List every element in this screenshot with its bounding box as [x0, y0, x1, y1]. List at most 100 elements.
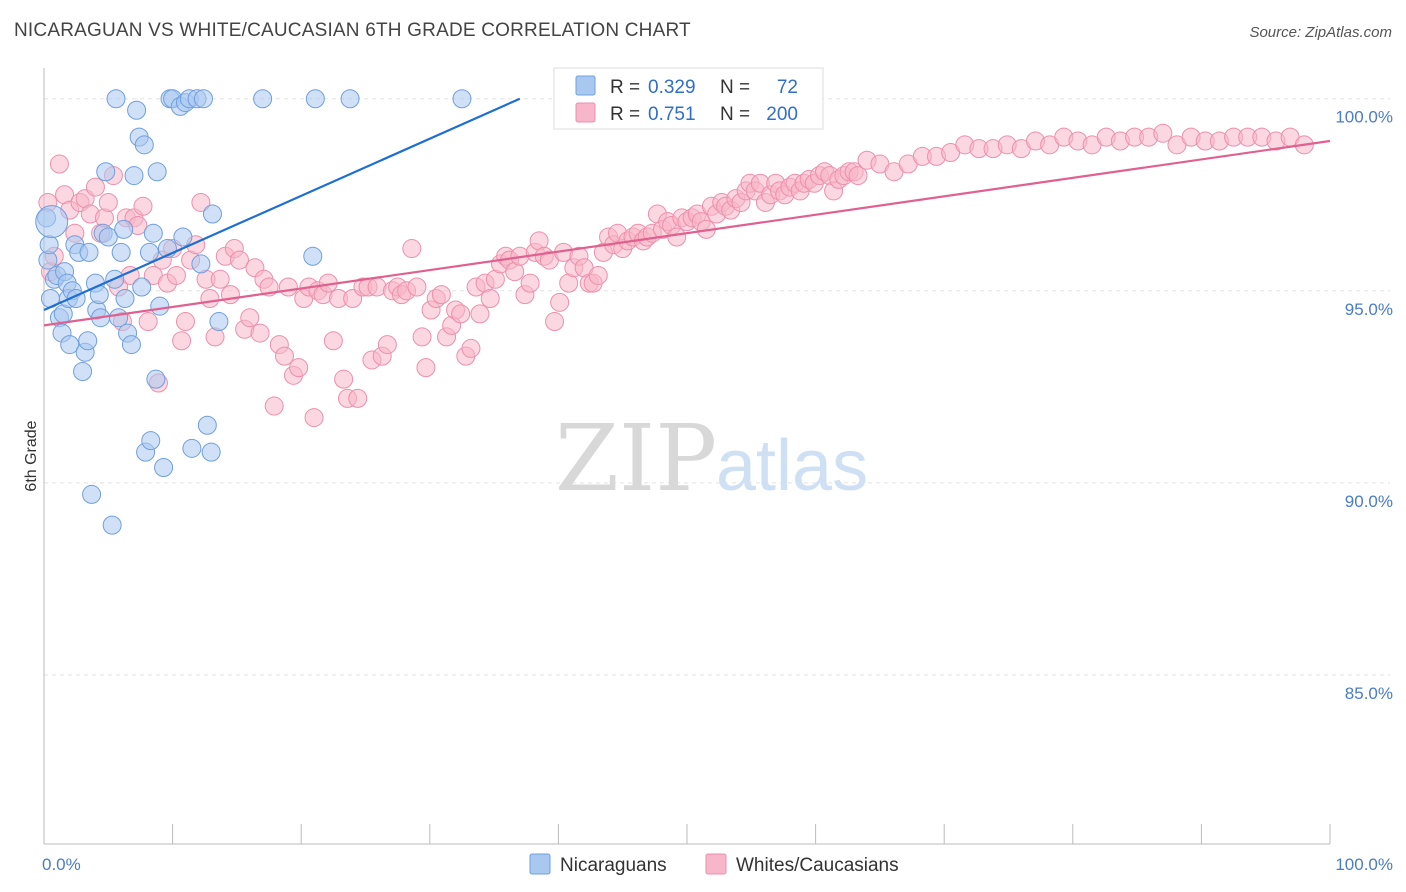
point-nicaraguans-42 [134, 135, 154, 155]
point-whites-caucasians-21 [133, 196, 153, 216]
point-whites-caucasians-37 [210, 269, 230, 289]
point-nicaraguans-45 [141, 431, 161, 451]
x-tick-label-max: 100.0% [1335, 855, 1393, 874]
y-tick-label-1: 95.0% [1345, 300, 1393, 319]
point-whites-caucasians-50 [274, 346, 294, 366]
point-nicaraguans-71 [35, 205, 69, 239]
point-whites-caucasians-48 [264, 396, 284, 416]
bottom-legend-swatch-nicaraguans [529, 853, 551, 875]
point-nicaraguans-49 [150, 296, 170, 316]
point-whites-caucasians-130 [667, 227, 687, 247]
bottom-legend-swatch-whites-caucasians [705, 853, 727, 875]
point-whites-caucasians-22 [138, 312, 158, 332]
point-nicaraguans-28 [98, 227, 118, 247]
series-whites-caucasians [38, 123, 1314, 428]
point-nicaraguans-2 [39, 235, 59, 255]
watermark-atlas: atlas [716, 426, 868, 506]
trend-lines [43, 97, 1331, 327]
legend-swatch-whites-caucasians [575, 102, 596, 123]
legend-n-value-2: 200 [766, 104, 798, 125]
point-whites-caucasians-82 [431, 285, 451, 305]
point-whites-caucasians-43 [240, 308, 260, 328]
point-nicaraguans-21 [82, 484, 102, 504]
point-whites-caucasians-71 [377, 335, 397, 355]
point-nicaraguans-12 [60, 335, 80, 355]
series-legend: Nicaraguans Whites/Caucasians [529, 853, 899, 876]
point-nicaraguans-33 [111, 242, 131, 262]
point-nicaraguans-50 [154, 458, 174, 478]
chart-title: NICARAGUAN VS WHITE/CAUCASIAN 6TH GRADE … [14, 20, 691, 41]
point-whites-caucasians-51 [278, 277, 298, 297]
point-whites-caucasians-76 [402, 239, 422, 259]
point-nicaraguans-65 [209, 312, 229, 332]
chart-source: Source: ZipAtlas.com [1249, 24, 1392, 41]
point-nicaraguans-29 [102, 515, 122, 535]
legend-n-value-1: 72 [777, 77, 798, 98]
point-nicaraguans-60 [191, 254, 211, 274]
point-whites-caucasians-10 [85, 177, 105, 197]
x-ticks [43, 824, 1331, 844]
y-axis-label: 6th Grade [23, 420, 40, 491]
point-nicaraguans-27 [96, 162, 116, 182]
point-nicaraguans-46 [143, 223, 163, 243]
point-nicaraguans-67 [303, 246, 323, 266]
point-nicaraguans-58 [182, 438, 202, 458]
point-nicaraguans-41 [132, 277, 152, 297]
point-whites-caucasians-60 [323, 331, 343, 351]
point-whites-caucasians-30 [175, 312, 195, 332]
point-nicaraguans-34 [114, 219, 134, 239]
point-whites-caucasians-13 [98, 192, 118, 212]
legend-r-value-1: 0.329 [648, 77, 696, 98]
point-whites-caucasians-79 [416, 358, 436, 378]
point-nicaraguans-17 [73, 361, 93, 381]
legend-r-value-2: 0.751 [648, 104, 696, 125]
point-whites-caucasians-33 [191, 192, 211, 212]
point-nicaraguans-20 [79, 242, 99, 262]
point-whites-caucasians-167 [848, 166, 868, 186]
point-nicaraguans-48 [147, 162, 167, 182]
bottom-legend-label-nicaraguans: Nicaraguans [560, 855, 667, 876]
y-tick-label-0: 100.0% [1335, 108, 1393, 127]
y-tick-labels: 100.0% 95.0% 90.0% 85.0% [1335, 108, 1393, 703]
point-whites-caucasians-114 [588, 265, 608, 285]
point-whites-caucasians-77 [407, 277, 427, 297]
point-whites-caucasians-105 [545, 312, 565, 332]
stats-legend: R = 0.329 N = 72 R = 0.751 N = 200 [553, 67, 824, 130]
point-nicaraguans-66 [253, 89, 273, 109]
legend-n-label-2: N = [720, 104, 750, 125]
point-nicaraguans-19 [78, 331, 98, 351]
point-nicaraguans-61 [193, 89, 213, 109]
point-whites-caucasians-92 [480, 288, 500, 308]
point-whites-caucasians-86 [451, 304, 471, 324]
point-nicaraguans-31 [106, 89, 126, 109]
point-whites-caucasians-88 [461, 338, 481, 358]
legend-n-label-1: N = [720, 77, 750, 98]
point-whites-caucasians-53 [289, 358, 309, 378]
point-whites-caucasians-90 [470, 304, 490, 324]
point-nicaraguans-68 [305, 89, 325, 109]
x-tick-label-min: 0.0% [42, 855, 81, 874]
point-whites-caucasians-78 [412, 327, 432, 347]
point-whites-caucasians-189 [1153, 123, 1173, 143]
point-nicaraguans-44 [139, 242, 159, 262]
point-nicaraguans-38 [124, 166, 144, 186]
stats-legend-frame [553, 67, 824, 130]
point-whites-caucasians-29 [172, 331, 192, 351]
series-nicaraguans [35, 89, 472, 535]
point-nicaraguans-47 [146, 369, 166, 389]
point-whites-caucasians-3 [49, 154, 69, 174]
legend-swatch-nicaraguans [575, 75, 596, 96]
point-nicaraguans-37 [121, 335, 141, 355]
trend-line-nicaraguans [43, 97, 521, 312]
point-whites-caucasians-45 [250, 323, 270, 343]
point-nicaraguans-64 [202, 204, 222, 224]
watermark-zip: ZIP [555, 405, 717, 512]
point-whites-caucasians-100 [520, 273, 540, 293]
point-nicaraguans-55 [173, 227, 193, 247]
point-nicaraguans-69 [340, 89, 360, 109]
point-whites-caucasians-56 [304, 408, 324, 428]
point-whites-caucasians-65 [348, 388, 368, 408]
y-tick-label-3: 85.0% [1345, 684, 1393, 703]
point-whites-caucasians-35 [200, 288, 220, 308]
